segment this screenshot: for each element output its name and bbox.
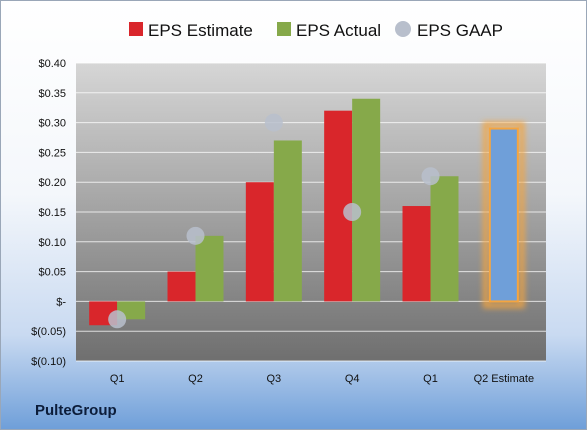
x-tick-label: Q1: [423, 373, 438, 385]
bar-eps-actual: [430, 176, 459, 302]
legend-label-estimate: EPS Estimate: [148, 21, 253, 40]
x-tick-label: Q4: [345, 373, 360, 385]
x-axis-ticks: Q1 Q2 Q3 Q4 Q1 Q2 Estimate: [110, 373, 534, 385]
gaap-markers: [108, 113, 440, 329]
marker-eps-gaap: [108, 310, 127, 329]
y-tick-label: $0.15: [38, 207, 66, 219]
bar-q2-estimate: [488, 127, 519, 303]
x-tick-label: Q2 Estimate: [474, 373, 535, 385]
bar-eps-actual: [195, 235, 224, 302]
y-tick-label: $0.35: [38, 88, 66, 100]
gridlines: [76, 62, 546, 362]
x-tick-label: Q3: [266, 373, 281, 385]
company-name: PulteGroup: [35, 402, 117, 419]
marker-eps-gaap: [264, 113, 283, 132]
marker-eps-gaap: [343, 203, 362, 221]
legend-swatch-gaap: [395, 21, 411, 37]
x-tick-label: Q2: [188, 373, 203, 385]
legend-label-actual: EPS Actual: [296, 21, 381, 40]
y-tick-label: $-: [56, 296, 66, 308]
y-tick-label: $0.40: [38, 58, 66, 70]
bar-eps-estimate: [245, 182, 274, 302]
bars: [89, 98, 525, 326]
bar-eps-estimate: [402, 206, 431, 302]
bar-eps-actual: [273, 140, 302, 302]
x-tick-label: Q1: [110, 373, 125, 385]
bar-eps-actual: [352, 98, 381, 302]
marker-eps-gaap: [421, 167, 440, 186]
y-tick-label: $(0.05): [31, 326, 66, 338]
highlight-glow: [482, 121, 525, 309]
legend-swatch-estimate: [129, 22, 143, 36]
legend-swatch-actual: [277, 22, 291, 36]
y-tick-label: $(0.10): [31, 356, 66, 368]
legend-label-gaap: EPS GAAP: [417, 21, 503, 40]
bar-eps-estimate: [167, 271, 196, 302]
y-tick-label: $0.05: [38, 267, 66, 279]
y-axis-ticks: $0.40 $0.35 $0.30 $0.25 $0.20 $0.15 $0.10 $0.05…: [31, 58, 66, 368]
y-tick-label: $0.30: [38, 118, 66, 130]
marker-eps-gaap: [186, 226, 205, 245]
y-tick-label: $0.20: [38, 177, 66, 189]
y-tick-label: $0.10: [38, 237, 66, 249]
y-tick-label: $0.25: [38, 147, 66, 159]
legend: EPS Estimate EPS Actual EPS GAAP: [129, 21, 503, 40]
